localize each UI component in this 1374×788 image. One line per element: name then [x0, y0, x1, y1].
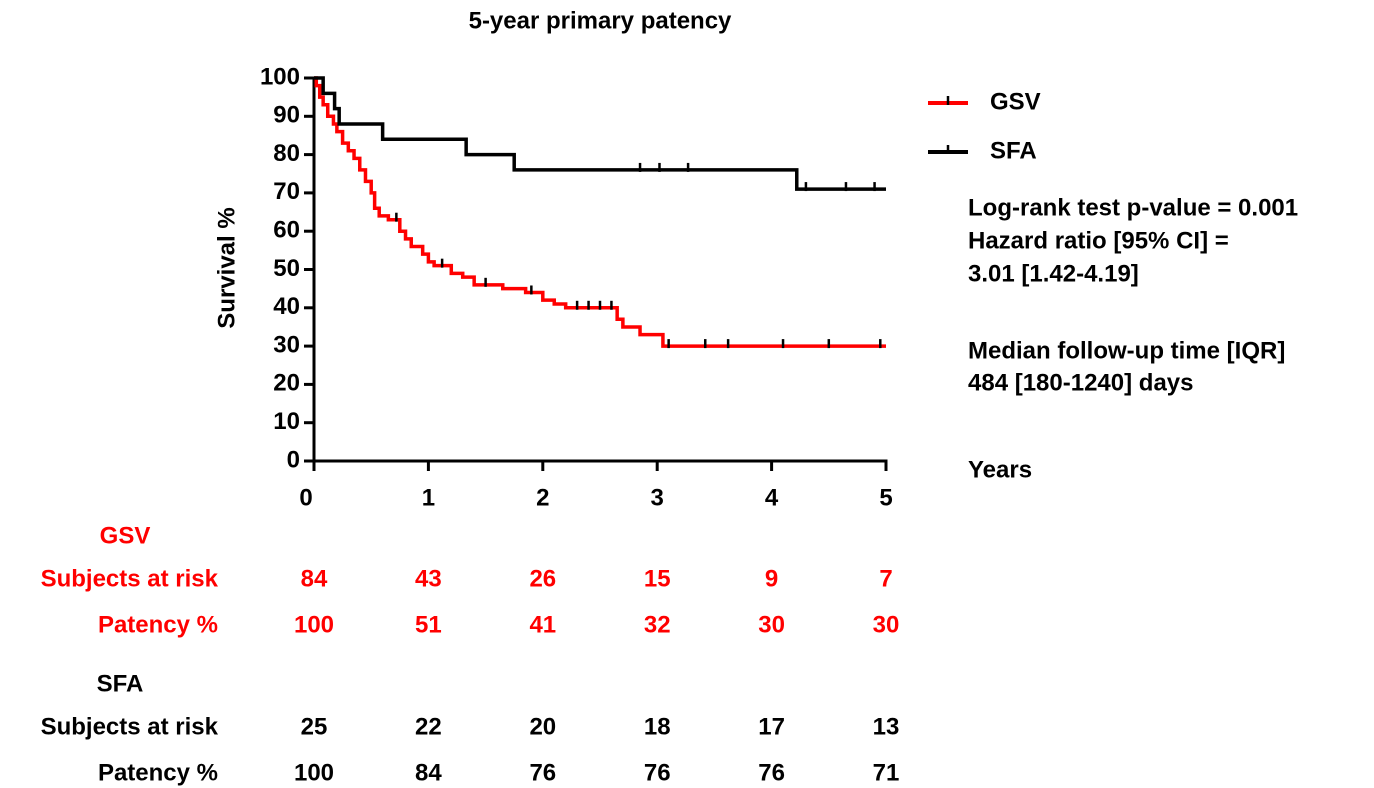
y-tick-label: 70	[273, 178, 300, 205]
risk-row-label: Patency %	[98, 759, 218, 786]
y-tick-label: 100	[260, 63, 300, 90]
risk-row-label: Subjects at risk	[41, 713, 219, 740]
y-tick-label: 80	[273, 140, 300, 167]
risk-value: 22	[415, 713, 442, 740]
y-tick-label: 40	[273, 293, 300, 320]
risk-value: 41	[529, 611, 556, 638]
annotation: 484 [180-1240] days	[968, 369, 1194, 396]
risk-value: 25	[301, 713, 328, 740]
survival-curve	[314, 76, 886, 191]
y-tick-label: 50	[273, 255, 300, 282]
risk-group: GSV	[100, 522, 151, 549]
risk-value: 43	[415, 565, 442, 592]
y-tick-label: 90	[273, 102, 300, 129]
annotation: Hazard ratio [95% CI] =	[968, 227, 1229, 254]
annotation: 3.01 [1.42-4.19]	[968, 260, 1139, 287]
annotation: Median follow-up time [IQR]	[968, 337, 1285, 364]
risk-value: 7	[879, 565, 892, 592]
risk-value: 100	[294, 759, 334, 786]
risk-value: 30	[873, 611, 900, 638]
y-tick-label: 20	[273, 370, 300, 397]
y-axis-label: Survival %	[213, 207, 240, 328]
legend-label: GSV	[990, 88, 1041, 115]
chart-title: 5-year primary patency	[469, 7, 732, 34]
risk-value: 9	[765, 565, 778, 592]
survival-curve	[314, 76, 886, 348]
risk-value: 18	[644, 713, 671, 740]
risk-value: 71	[873, 759, 900, 786]
legend-label: SFA	[990, 137, 1037, 164]
risk-value: 13	[873, 713, 900, 740]
risk-value: 51	[415, 611, 442, 638]
risk-row-label: Subjects at risk	[41, 565, 219, 592]
risk-value: 32	[644, 611, 671, 638]
risk-group: SFA	[97, 670, 144, 697]
annotation: Log-rank test p-value = 0.001	[968, 194, 1298, 221]
risk-value: 20	[529, 713, 556, 740]
x-tick-label: 0	[299, 484, 312, 511]
x-tick-label: 5	[879, 484, 892, 511]
y-tick-label: 10	[273, 408, 300, 435]
x-tick-label: 3	[651, 484, 664, 511]
risk-value: 84	[415, 759, 442, 786]
risk-value: 26	[529, 565, 556, 592]
risk-value: 15	[644, 565, 671, 592]
y-tick-label: 30	[273, 331, 300, 358]
x-tick-label: 1	[422, 484, 435, 511]
risk-value: 84	[301, 565, 328, 592]
risk-value: 76	[758, 759, 785, 786]
risk-row-label: Patency %	[98, 611, 218, 638]
risk-value: 76	[529, 759, 556, 786]
risk-value: 17	[758, 713, 785, 740]
x-tick-label: 4	[765, 484, 779, 511]
x-tick-label: 2	[536, 484, 549, 511]
risk-value: 76	[644, 759, 671, 786]
y-tick-label: 60	[273, 217, 300, 244]
risk-value: 100	[294, 611, 334, 638]
risk-value: 30	[758, 611, 785, 638]
x-axis-label: Years	[968, 456, 1032, 483]
y-tick-label: 0	[287, 446, 300, 473]
